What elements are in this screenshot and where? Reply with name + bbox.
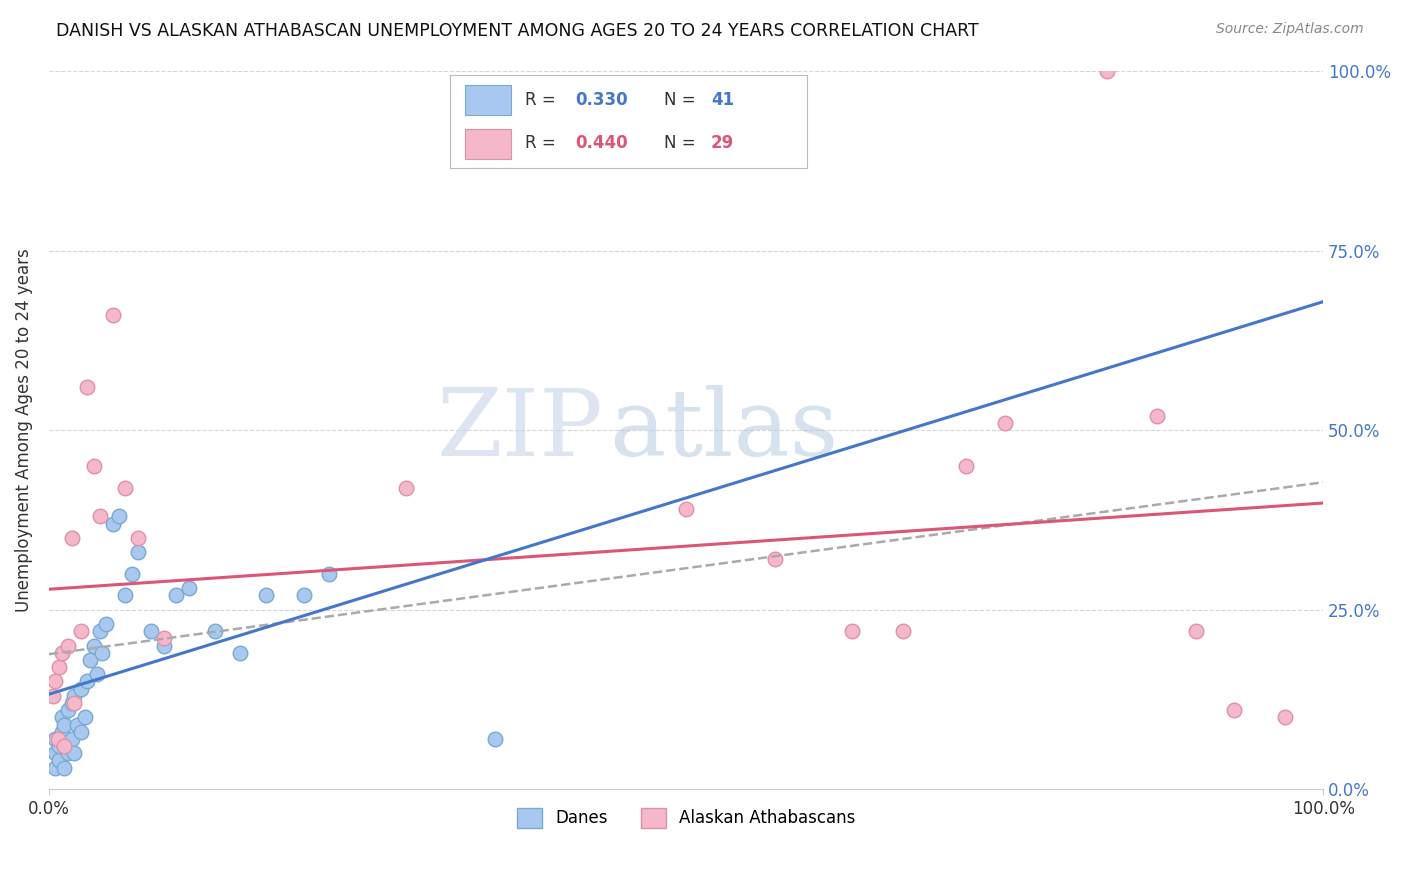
Point <box>51 724 73 739</box>
Point <box>841 624 863 639</box>
Point <box>48 660 70 674</box>
Text: DANISH VS ALASKAN ATHABASCAN UNEMPLOYMENT AMONG AGES 20 TO 24 YEARS CORRELATION : DANISH VS ALASKAN ATHABASCAN UNEMPLOYMEN… <box>56 22 979 40</box>
Point <box>994 416 1017 430</box>
Point <box>89 624 111 639</box>
Legend: Danes, Alaskan Athabascans: Danes, Alaskan Athabascans <box>510 801 862 835</box>
Point <box>44 747 66 761</box>
Point <box>179 581 201 595</box>
Point <box>292 588 315 602</box>
Point <box>44 731 66 746</box>
Point <box>69 681 91 696</box>
Point <box>101 516 124 531</box>
Point <box>891 624 914 639</box>
Point <box>96 617 118 632</box>
Point <box>83 458 105 473</box>
Point <box>63 689 86 703</box>
Point <box>675 502 697 516</box>
Point <box>165 588 187 602</box>
Point <box>44 674 66 689</box>
Point <box>1223 703 1246 717</box>
Point <box>318 566 340 581</box>
Point <box>63 696 86 710</box>
Point <box>89 509 111 524</box>
Point <box>114 588 136 602</box>
Point <box>53 717 76 731</box>
Point <box>53 761 76 775</box>
Point <box>48 754 70 768</box>
Point <box>76 674 98 689</box>
Point <box>229 646 252 660</box>
Point <box>1146 409 1168 423</box>
Point <box>56 703 79 717</box>
Point <box>63 747 86 761</box>
Point <box>69 724 91 739</box>
Point <box>66 717 89 731</box>
Point <box>76 380 98 394</box>
Point <box>114 481 136 495</box>
Point <box>79 653 101 667</box>
Point <box>152 639 174 653</box>
Point <box>484 731 506 746</box>
Point <box>53 739 76 753</box>
Point <box>254 588 277 602</box>
Point <box>60 731 83 746</box>
Point <box>60 531 83 545</box>
Point <box>44 761 66 775</box>
Point <box>73 710 96 724</box>
Point <box>763 552 786 566</box>
Point <box>108 509 131 524</box>
Point <box>101 308 124 322</box>
Text: Source: ZipAtlas.com: Source: ZipAtlas.com <box>1216 22 1364 37</box>
Point <box>139 624 162 639</box>
Point <box>395 481 418 495</box>
Point <box>91 646 114 660</box>
Point <box>42 689 65 703</box>
Text: ZIP: ZIP <box>436 385 603 475</box>
Point <box>127 545 149 559</box>
Y-axis label: Unemployment Among Ages 20 to 24 years: Unemployment Among Ages 20 to 24 years <box>15 248 32 612</box>
Point <box>56 747 79 761</box>
Point <box>51 710 73 724</box>
Point <box>1095 64 1118 78</box>
Point <box>127 531 149 545</box>
Point <box>152 632 174 646</box>
Point <box>56 639 79 653</box>
Point <box>1274 710 1296 724</box>
Point <box>1184 624 1206 639</box>
Point <box>121 566 143 581</box>
Point <box>46 731 69 746</box>
Point <box>955 458 977 473</box>
Point <box>60 696 83 710</box>
Point <box>83 639 105 653</box>
Point <box>48 739 70 753</box>
Point <box>69 624 91 639</box>
Text: atlas: atlas <box>610 385 839 475</box>
Point <box>86 667 108 681</box>
Point <box>204 624 226 639</box>
Point <box>51 646 73 660</box>
